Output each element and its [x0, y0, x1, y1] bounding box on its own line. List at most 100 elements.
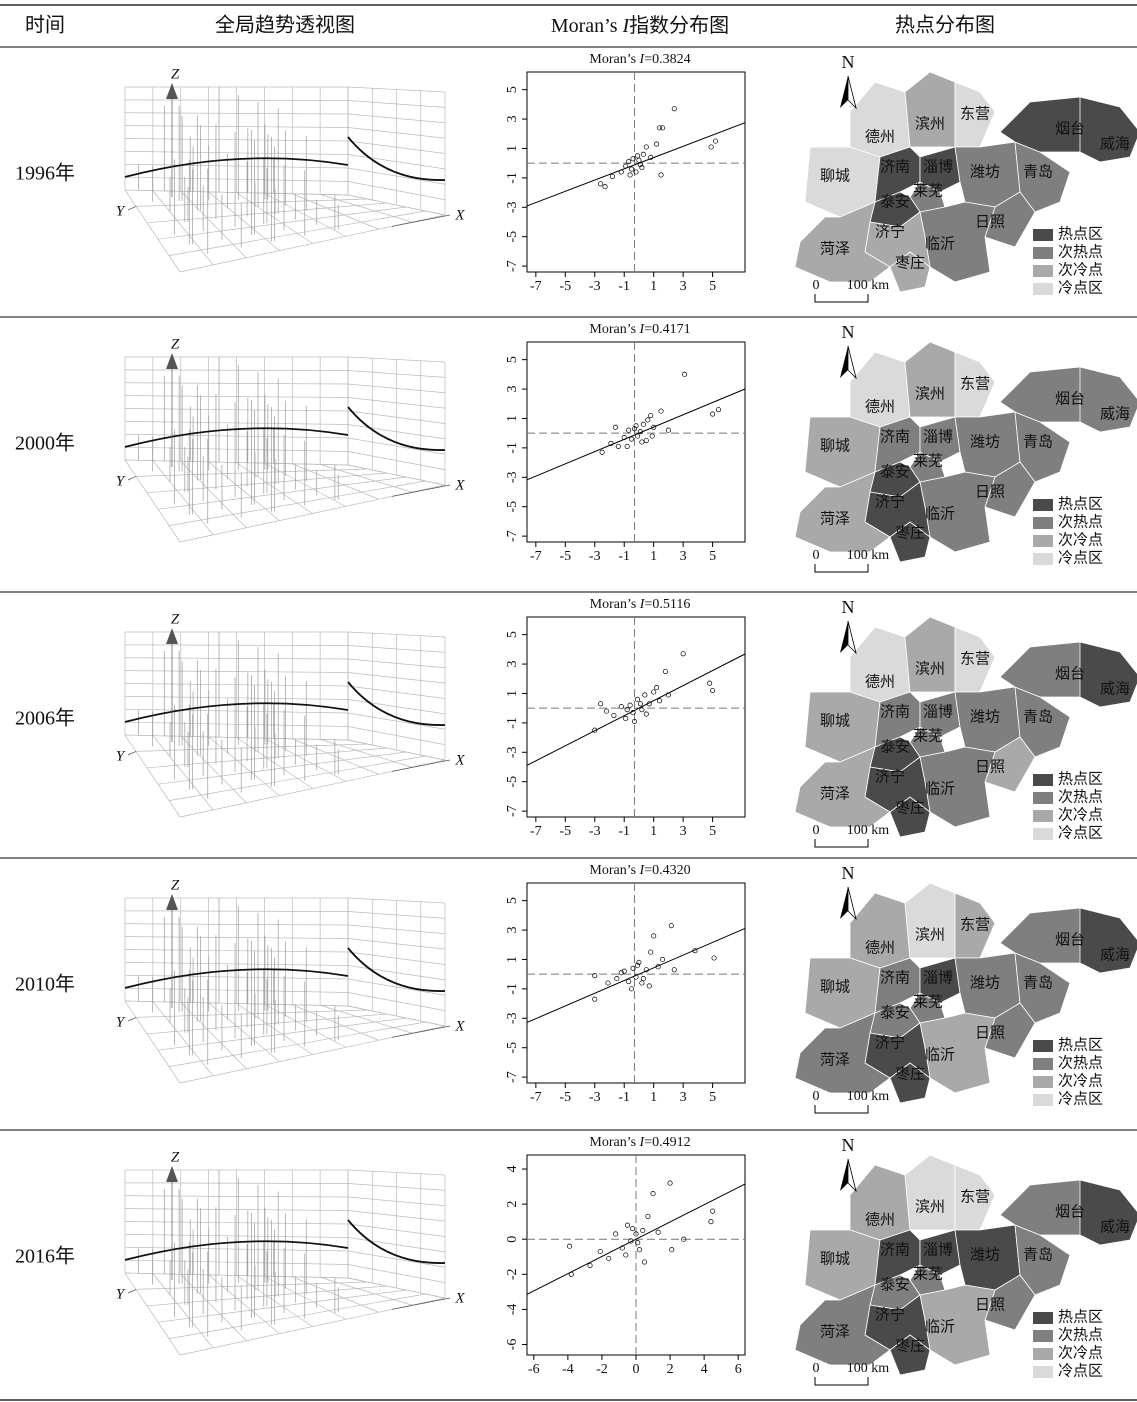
city-region — [904, 1154, 956, 1231]
scatter-point — [643, 144, 649, 150]
axis-letter: X — [454, 477, 465, 493]
scatter-point — [611, 712, 617, 719]
north-label: N — [842, 597, 855, 617]
y-axis — [127, 476, 137, 481]
scatter-point — [654, 141, 660, 147]
axis-letter: X — [454, 207, 465, 223]
y-axis — [127, 1289, 137, 1294]
wall-grid — [124, 151, 349, 155]
wall-grid — [124, 1208, 349, 1211]
scatter-point — [650, 1191, 656, 1197]
city-region — [849, 892, 911, 969]
scatter-point — [646, 983, 652, 989]
scatter-point — [602, 184, 608, 190]
axis-letter: Y — [116, 473, 126, 489]
scatter-point — [630, 156, 636, 162]
scale-bar — [814, 839, 869, 848]
y-tick-label: -5 — [505, 1042, 520, 1054]
city-label: 威海 — [1100, 135, 1130, 152]
x-tick-label: 5 — [709, 1090, 716, 1105]
wall-grid — [347, 924, 446, 935]
floor-grid — [124, 459, 181, 543]
wall-grid — [347, 140, 446, 154]
scatter-point — [707, 680, 713, 686]
legend-label: 冷点区 — [1058, 549, 1103, 566]
scatter-point — [592, 996, 598, 1002]
wall-grid — [124, 125, 349, 128]
wall-grid — [124, 949, 349, 953]
floor-grid — [180, 736, 247, 803]
city-label: 烟台 — [1055, 390, 1085, 407]
floor-grid — [208, 1002, 280, 1062]
scatter-point — [633, 1231, 639, 1237]
city-label: 东营 — [960, 375, 990, 392]
floor-grid — [347, 739, 446, 761]
y-tick-label: -3 — [505, 746, 520, 758]
legend-label: 冷点区 — [1058, 279, 1103, 296]
scatter-point — [640, 976, 646, 982]
scale-bar — [814, 294, 869, 303]
city-label: 潍坊 — [970, 1246, 1000, 1263]
scatter-point — [710, 411, 716, 417]
wall-grid — [124, 1246, 349, 1252]
y-tick-label: 5 — [505, 897, 520, 904]
scatter-point — [710, 687, 716, 694]
wall-grid — [124, 1221, 349, 1225]
scatter-point — [665, 427, 671, 433]
floor-grid — [180, 191, 247, 258]
y-tick-label: 5 — [505, 86, 520, 93]
axis-letter: Z — [171, 336, 180, 352]
city-label: 潍坊 — [970, 974, 1000, 991]
scatter-point — [708, 144, 714, 150]
city-label: 潍坊 — [970, 433, 1000, 450]
wall-grid — [124, 683, 349, 687]
scatter-point — [614, 976, 620, 982]
legend-swatch — [1033, 1366, 1053, 1378]
city-label: 聊城 — [820, 437, 850, 454]
scatter-point — [631, 426, 638, 432]
wall-grid — [124, 408, 349, 412]
moran-title-part: Moran’s — [589, 52, 639, 67]
city-label: 东营 — [960, 105, 990, 122]
scatter-point — [636, 1247, 642, 1253]
x-tick-label: -7 — [530, 549, 542, 564]
legend-label: 次热点 — [1058, 513, 1103, 530]
x-tick-label: 1 — [650, 1090, 657, 1105]
trend-curve — [124, 1240, 349, 1261]
year-label: 2010年 — [15, 973, 75, 996]
city-label: 泰安 — [880, 738, 910, 755]
city-label: 泰安 — [880, 193, 910, 210]
legend-label: 次热点 — [1058, 788, 1103, 805]
wall-grid — [124, 433, 349, 439]
y-tick-label: 0 — [505, 1236, 520, 1243]
city-label: 济南 — [880, 703, 910, 720]
scatter-point — [613, 1231, 619, 1237]
floor-grid — [157, 1017, 407, 1051]
header-moran: Moran’s I指数分布图 — [551, 14, 729, 37]
scatter-point — [639, 165, 645, 171]
wall-grid — [124, 657, 349, 660]
trend-curve — [124, 702, 349, 723]
wall-grid — [124, 708, 349, 714]
y-tick-label: 5 — [505, 356, 520, 363]
city-region — [794, 1012, 891, 1094]
floor-grid — [124, 1000, 181, 1084]
scatter-point — [623, 163, 629, 169]
city-label: 威海 — [1100, 946, 1130, 963]
wall-grid — [124, 1259, 349, 1265]
wall-grid — [347, 154, 446, 170]
x-tick-label: 6 — [735, 1362, 742, 1377]
moran-title: Moran’s I=0.4912 — [589, 1135, 690, 1150]
scale-label: 0 — [813, 278, 820, 293]
north-arrow — [840, 621, 848, 653]
y-tick-label: 5 — [505, 631, 520, 638]
scatter-point — [626, 159, 632, 165]
header-time: 时间 — [25, 14, 65, 37]
north-arrow — [847, 75, 857, 110]
scatter-point — [671, 967, 677, 973]
x-tick-label: 4 — [701, 1362, 708, 1377]
floor-grid — [168, 1293, 426, 1339]
wall-grid — [347, 127, 446, 139]
north-arrow — [840, 346, 848, 378]
axis-arrow — [166, 628, 178, 644]
